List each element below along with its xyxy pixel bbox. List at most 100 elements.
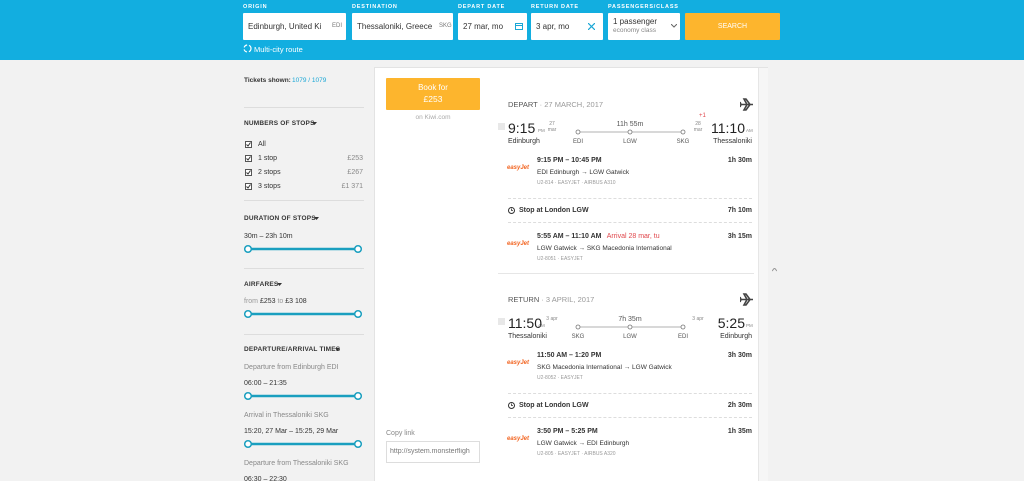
clock-icon <box>508 402 515 409</box>
leg-header: DEPART · 27 MARCH, 2017 <box>508 100 604 109</box>
field-value: Thessaloniki, Greece <box>357 22 433 31</box>
field-label: RETURN DATE <box>531 4 579 10</box>
option-label: 1 stop <box>258 155 278 162</box>
separator <box>244 200 364 201</box>
checkbox <box>245 169 252 176</box>
segment-times: 3:50 PM – 5:25 PM <box>537 428 598 435</box>
stop-label: Stop at London LGW <box>519 207 589 214</box>
range-text: 30m – 23h 10m <box>244 233 293 240</box>
option-price: £1 371 <box>341 183 363 190</box>
segment-route: SKG Macedonia International → LGW Gatwic… <box>537 364 672 371</box>
calendar-icon <box>515 23 523 30</box>
checkbox <box>245 155 252 162</box>
range-slider <box>244 244 363 254</box>
field-label: DEPART DATE <box>458 4 506 10</box>
airfare-text: from £253 to £3 108 <box>244 298 307 306</box>
airline-logo: easyJet <box>507 360 530 366</box>
dep-ampm: AM <box>538 323 545 328</box>
field-value: 3 apr, mo <box>536 22 570 31</box>
arr-date: 3 apr <box>692 316 704 322</box>
clock-icon <box>508 207 515 214</box>
range-slider <box>244 391 363 401</box>
range-slider <box>244 309 363 319</box>
airfare-to: to <box>277 298 284 305</box>
dep-ampm: PM <box>538 128 545 133</box>
caret <box>312 122 317 125</box>
airport-code: SKG <box>439 23 452 29</box>
segment-times: 5:55 AM – 11:10 AM <box>537 233 602 240</box>
book-price: £253 <box>423 94 443 104</box>
route-line <box>575 129 686 135</box>
dep-time: 11:50 <box>508 315 542 331</box>
range-slider <box>244 439 363 449</box>
route-airport: EDI <box>572 139 583 145</box>
option-label: 3 stops <box>258 183 281 190</box>
caret <box>335 348 340 351</box>
stop-divider <box>508 417 752 418</box>
search-button[interactable]: SEARCH <box>685 13 780 40</box>
option-label: 2 stops <box>258 169 281 176</box>
multi-city-link[interactable]: Multi-city route <box>254 45 303 54</box>
tickets-label: Tickets shown: <box>244 77 291 84</box>
segment-duration: 1h 30m <box>727 157 752 164</box>
segment-route: LGW Gatwick → SKG Macedonia Internationa… <box>537 245 672 252</box>
leg-select[interactable] <box>498 318 505 325</box>
field-value: Edinburgh, United Ki <box>248 22 322 31</box>
time-filter-range: 15:20, 27 Mar – 15:25, 29 Mar <box>244 428 339 435</box>
leg-direction: DEPART <box>508 100 538 109</box>
filter-title: DURATION OF STOPS <box>244 215 316 222</box>
input-box[interactable] <box>352 13 453 40</box>
time-filter-label: Departure from Thessaloniki SKG <box>244 460 349 467</box>
airline-logo: easyJet <box>507 436 530 442</box>
dep-city: Thessaloniki <box>508 333 547 340</box>
route-line <box>575 324 686 330</box>
filter-title: AIRFARES <box>244 281 279 288</box>
arr-city: Thessaloniki <box>713 138 752 145</box>
book-button[interactable] <box>386 78 480 110</box>
input-box[interactable] <box>243 13 346 40</box>
airfare-max: £3 108 <box>285 298 307 305</box>
dropdown-arrow <box>671 24 677 28</box>
segment-route: LGW Gatwick → EDI Edinburgh <box>537 440 630 447</box>
dep-date: 27 mar <box>547 121 557 133</box>
scroll-strip <box>758 68 768 481</box>
clear-icon <box>588 23 595 30</box>
segment-details: U2-814 · EASYJET · AIRBUS A310 <box>537 180 616 186</box>
route-airport: SKG <box>676 139 690 145</box>
caret <box>277 283 282 286</box>
multi-city-icon <box>243 44 252 53</box>
checkbox <box>245 183 252 190</box>
caret <box>314 217 319 220</box>
leg-header: RETURN · 3 APRIL, 2017 <box>508 295 595 304</box>
result-card <box>374 67 768 481</box>
leg-date: 3 APRIL, 2017 <box>545 295 595 304</box>
airline-logo: easyJet <box>507 241 530 247</box>
arr-time: 11:10 <box>711 120 745 136</box>
leg-select[interactable] <box>498 123 505 130</box>
input-box[interactable] <box>608 13 680 40</box>
segment-duration: 3h 15m <box>727 233 752 240</box>
field-sub: economy class <box>613 27 656 34</box>
copy-link-url: http://system.monsterfligh <box>390 448 470 455</box>
time-filter-range: 06:00 – 21:35 <box>244 380 287 387</box>
time-filter-label: Departure from Edinburgh EDI <box>244 364 339 371</box>
stop-divider <box>508 198 752 199</box>
arr-ampm: PM <box>746 323 753 328</box>
plane-icon <box>740 98 753 111</box>
scroll-up <box>772 268 777 272</box>
stop-duration: 7h 10m <box>727 207 752 214</box>
field-label: ORIGIN <box>243 4 268 10</box>
day-offset: +1 <box>699 113 706 119</box>
sidebar-bg <box>232 60 364 481</box>
leg-date: 27 MARCH, 2017 <box>544 100 604 109</box>
copy-link-box[interactable] <box>386 441 480 463</box>
segment-route: EDI Edinburgh → LGW Gatwick <box>537 169 630 176</box>
option-price: £253 <box>347 155 363 162</box>
airfare-from: from <box>244 298 258 305</box>
segment-note: Arrival 28 mar, tu <box>606 233 660 240</box>
route-airport: LGW <box>623 139 637 145</box>
stop-duration: 2h 30m <box>727 402 752 409</box>
segment-times: 9:15 PM – 10:45 PM <box>537 157 602 164</box>
copy-link-label: Copy link <box>386 430 415 437</box>
